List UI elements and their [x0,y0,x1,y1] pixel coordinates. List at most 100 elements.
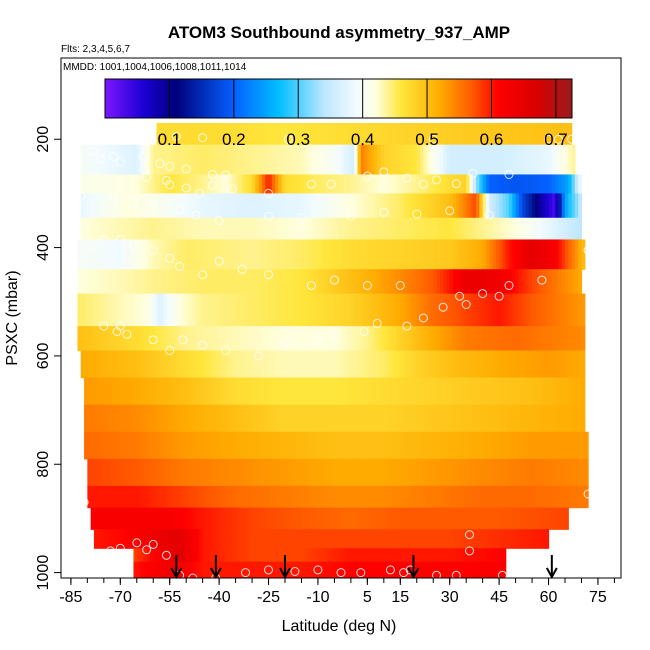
heatmap-cell [574,404,579,433]
heatmap-cell [113,193,118,219]
heatmap-cell [199,326,204,352]
heatmap-cell [397,123,401,146]
heatmap-cell [173,269,177,295]
heatmap-cell [245,458,250,487]
heatmap-cell [205,269,210,295]
heatmap-cell [555,458,560,487]
heatmap-cell [459,485,464,509]
heatmap-cell [212,239,217,270]
heatmap-cell [568,485,573,509]
heatmap-cell [192,144,197,176]
heatmap-cell [80,193,85,219]
heatmap-cell [199,404,204,433]
heatmap-cell [453,193,457,219]
heatmap-cell [571,458,576,487]
sample-circle [306,179,316,189]
heatmap-cell [327,326,332,352]
heatmap-cell [258,123,263,146]
heatmap-cell [456,529,461,549]
heatmap-cell [545,404,550,433]
heatmap-cell [555,350,560,379]
heatmap-cell [459,326,464,352]
heatmap-cell [403,293,408,327]
heatmap-cell [163,217,168,241]
heatmap-cell [222,239,227,270]
heatmap-cell [192,507,197,530]
heatmap-cell [268,507,273,530]
heatmap-cell [443,561,448,578]
heatmap-cell [324,507,329,530]
heatmap-cell [476,458,480,487]
heatmap-cell [285,217,289,241]
heatmap-cell [413,193,418,219]
heatmap-cell [403,269,408,295]
heatmap-cell [472,561,477,578]
heatmap-cell [433,561,438,578]
heatmap-cell [528,239,533,270]
heatmap-cell [212,561,217,578]
heatmap-cell [344,326,349,352]
heatmap-cell [130,350,135,379]
heatmap-cell [367,561,372,578]
heatmap-cell [518,239,523,270]
heatmap-cell [364,561,368,578]
heatmap-cell [163,350,168,379]
heatmap-cell [367,217,372,241]
heatmap-cell [317,485,322,509]
heatmap-cell [485,377,490,406]
heatmap-cell [245,193,250,219]
sample-circle [290,567,300,576]
heatmap-cell [219,404,224,433]
heatmap-cell [149,217,154,241]
heatmap-cell [387,529,392,549]
heatmap-cell [334,193,339,219]
heatmap-cell [439,350,444,379]
heatmap-cell [433,458,438,487]
heatmap-cell [301,174,306,195]
heatmap-cell [140,377,144,406]
heatmap-cell [199,507,204,530]
heatmap-cell [113,529,118,549]
sample-circle [362,171,372,181]
heatmap-cell [219,217,224,241]
heatmap-cell [456,217,461,241]
heatmap-cell [545,144,550,176]
heatmap-cell [383,507,388,530]
heatmap-cell [532,217,536,241]
heatmap-cell [393,485,398,509]
heatmap-cell [275,377,280,406]
heatmap-cell [140,293,144,327]
sample-circle [329,329,339,339]
heatmap-cell [479,217,484,241]
heatmap-cell [261,350,266,379]
heatmap-cell [509,377,513,406]
heatmap-cell [459,458,464,487]
heatmap-cell [538,144,543,176]
heatmap-cell [120,217,125,241]
heatmap-cell [344,269,349,295]
heatmap-cell [462,548,467,563]
heatmap-cell [130,404,135,433]
sample-circle [132,538,142,548]
heatmap-cell [574,326,579,352]
heatmap-cell [278,548,283,563]
heatmap-cell [331,174,336,195]
heatmap-cell [225,529,230,549]
heatmap-cell [159,123,164,146]
heatmap-cell [156,239,161,270]
sample-circle [208,180,217,190]
sample-circle [109,152,119,162]
heatmap-cell [565,193,569,219]
heatmap-cell [449,217,454,241]
heatmap-cell [225,485,230,509]
heatmap-cell [301,548,306,563]
heatmap-cell [337,174,342,195]
heatmap-cell [489,350,494,379]
heatmap-cell [77,239,82,270]
heatmap-cell [225,269,230,295]
heatmap-cell [479,350,484,379]
heatmap-cell [222,548,227,563]
heatmap-cell [459,561,464,578]
sample-circle [99,235,109,244]
heatmap-cell [182,144,187,176]
